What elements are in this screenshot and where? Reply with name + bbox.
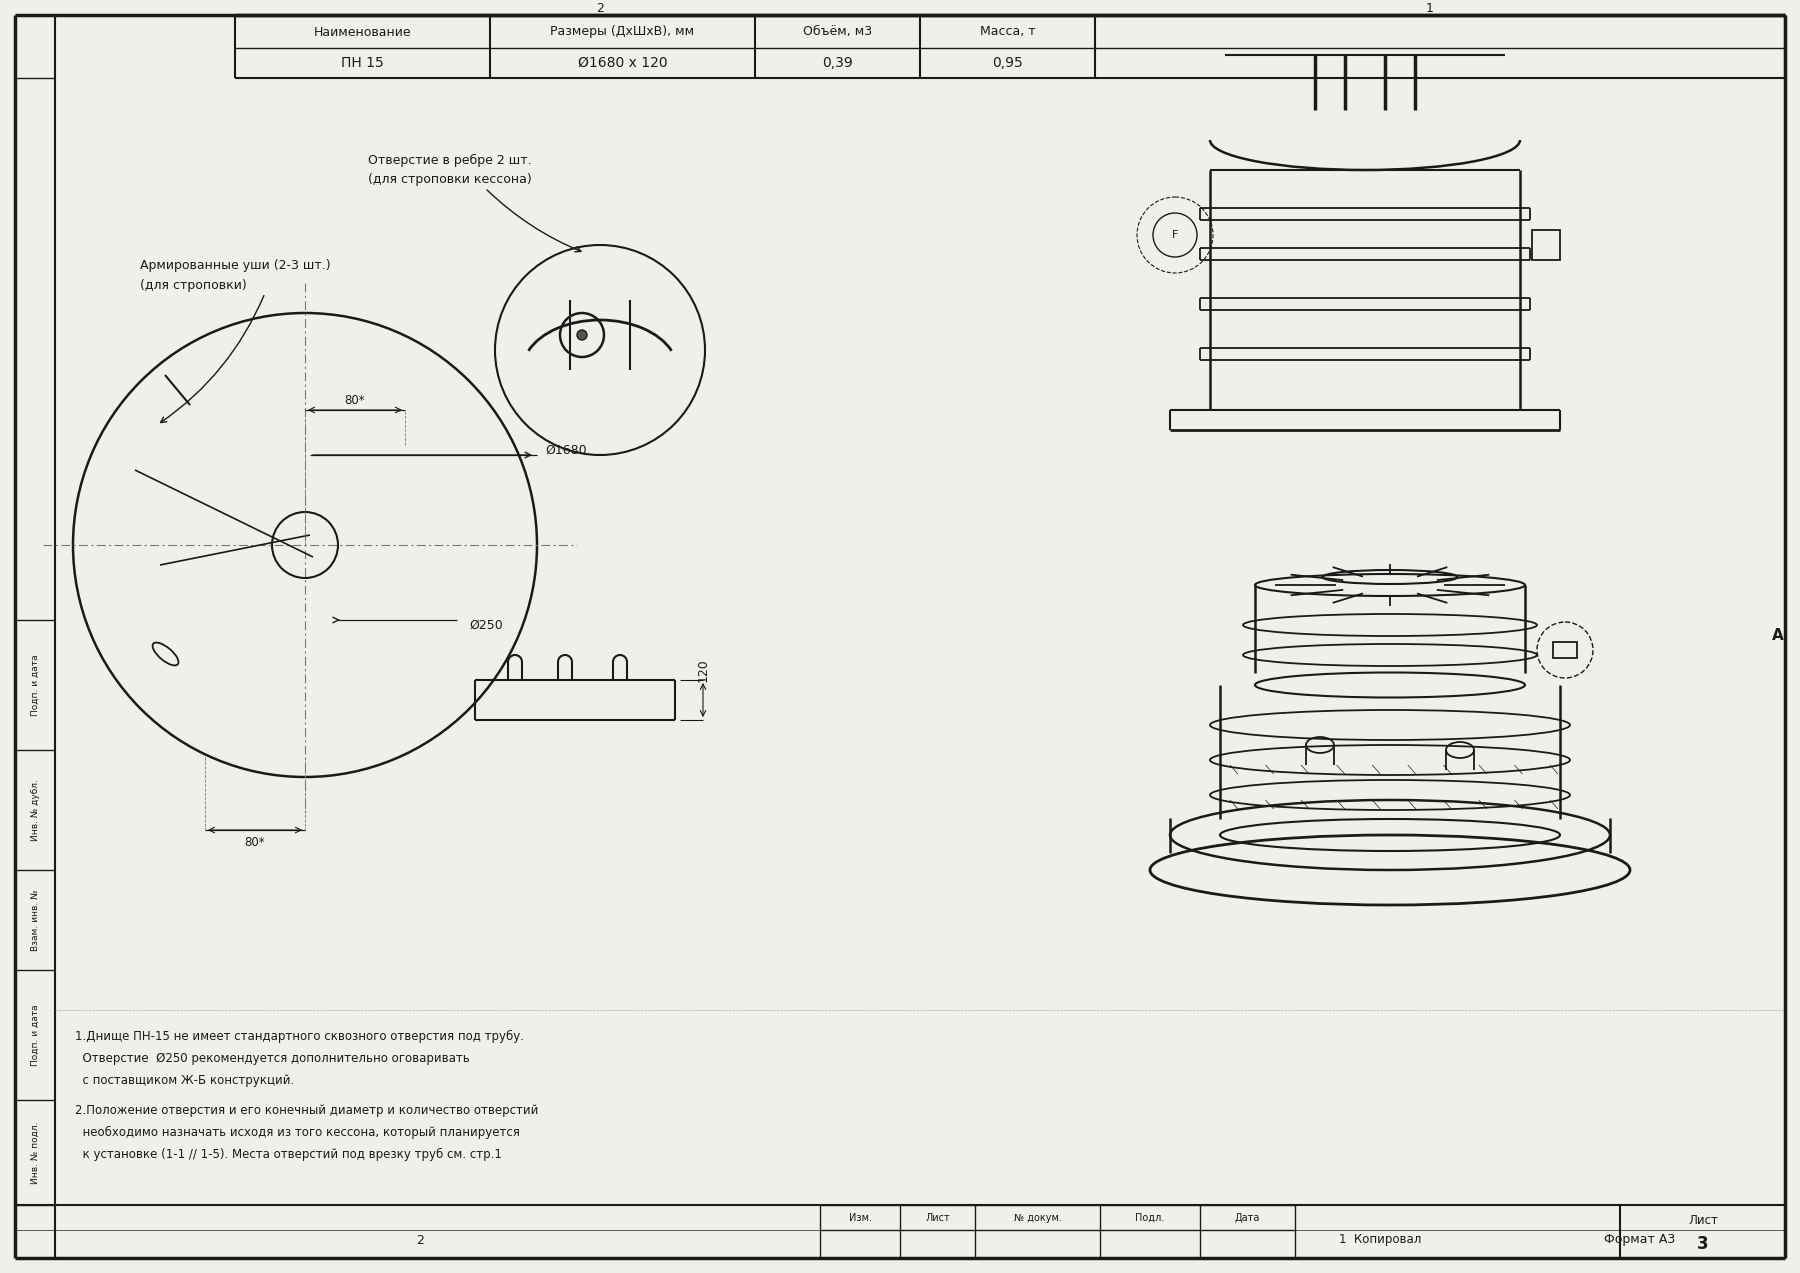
Text: (для строповки): (для строповки) [140,279,247,292]
Text: Размеры (ДхШхВ), мм: Размеры (ДхШхВ), мм [551,25,695,38]
Bar [1532,230,1561,260]
Text: Лист: Лист [925,1213,950,1223]
Text: Армированные уши (2-3 шт.): Армированные уши (2-3 шт.) [140,258,331,271]
Text: Отверстие  Ø250 рекомендуется дополнительно оговаривать: Отверстие Ø250 рекомендуется дополнитель… [76,1051,470,1066]
Text: Отверстие в ребре 2 шт.: Отверстие в ребре 2 шт. [369,154,531,167]
Text: Инв. № дубл.: Инв. № дубл. [31,779,40,841]
Text: 3: 3 [1697,1235,1708,1253]
Text: 1.Днище ПН-15 не имеет стандартного сквозного отверстия под трубу.: 1.Днище ПН-15 не имеет стандартного скво… [76,1030,524,1043]
Text: (для строповки кессона): (для строповки кессона) [369,173,531,187]
Text: Ø1680: Ø1680 [545,443,587,457]
Text: 80*: 80* [344,393,365,406]
Text: 1: 1 [1426,1,1435,14]
Text: Подл.: Подл. [1136,1213,1165,1223]
Text: Лист: Лист [1688,1213,1717,1226]
Text: Дата: Дата [1235,1213,1260,1223]
Text: Взам. инв. №: Взам. инв. № [31,890,40,951]
Text: Формат А3: Формат А3 [1604,1234,1676,1246]
Text: 0,39: 0,39 [823,56,853,70]
Text: Ø250: Ø250 [470,619,502,631]
Text: № докум.: № докум. [1013,1213,1062,1223]
Text: ПН 15: ПН 15 [342,56,383,70]
Text: 0,95: 0,95 [992,56,1022,70]
Text: 120: 120 [697,658,709,682]
Text: Ø1680 х 120: Ø1680 х 120 [578,56,668,70]
Text: Наименование: Наименование [313,25,412,38]
Text: Подп. и дата: Подп. и дата [31,1004,40,1066]
Text: 2.Положение отверстия и его конечный диаметр и количество отверстий: 2.Положение отверстия и его конечный диа… [76,1104,538,1116]
Text: 2: 2 [416,1234,425,1246]
Circle shape [578,330,587,340]
Text: 1  Копировал: 1 Копировал [1339,1234,1422,1246]
Text: F: F [1172,230,1179,241]
Text: 2: 2 [596,1,605,14]
Text: Объём, м3: Объём, м3 [803,25,871,38]
Text: к установке (1-1 // 1-5). Места отверстий под врезку труб см. стр.1: к установке (1-1 // 1-5). Места отверсти… [76,1148,502,1161]
Text: 80*: 80* [245,835,265,849]
Bar [1553,642,1577,658]
Text: необходимо назначать исходя из того кессона, который планируется: необходимо назначать исходя из того кесс… [76,1127,520,1139]
Text: Масса, т: Масса, т [979,25,1035,38]
Text: А: А [1773,628,1784,643]
Text: Инв. № подл.: Инв. № подл. [31,1122,40,1184]
Text: Изм.: Изм. [848,1213,871,1223]
Text: с поставщиком Ж-Б конструкций.: с поставщиком Ж-Б конструкций. [76,1074,293,1087]
Text: Подп. и дата: Подп. и дата [31,654,40,715]
